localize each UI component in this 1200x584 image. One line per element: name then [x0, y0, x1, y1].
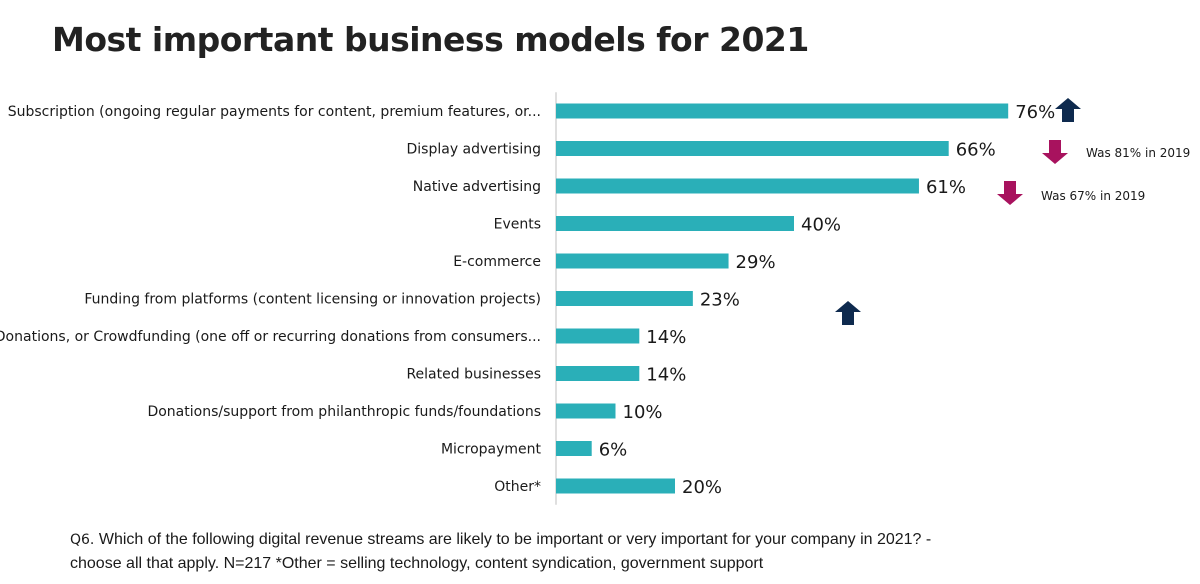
category-label: E-commerce	[453, 254, 541, 270]
value-label: 14%	[646, 365, 686, 386]
bar	[556, 478, 675, 494]
category-label: Display advertising	[407, 142, 542, 158]
arrow-up-icon	[1055, 98, 1081, 122]
bar	[556, 403, 616, 419]
category-label: Donations/support from philanthropic fun…	[147, 404, 541, 420]
arrow-down-icon	[997, 181, 1023, 205]
value-label: 40%	[801, 215, 841, 236]
category-label: Events	[494, 217, 541, 233]
bar	[556, 141, 949, 156]
question-number: Q6.	[70, 532, 95, 548]
arrow-down-icon	[1042, 140, 1068, 164]
category-label: Funding from platforms (content licensin…	[84, 292, 541, 308]
footnote-text: Which of the following digital revenue s…	[70, 531, 932, 572]
value-label: 10%	[623, 402, 663, 423]
annotation-note: Was 81% in 2019	[1086, 146, 1190, 160]
value-label: 61%	[926, 177, 966, 198]
bar	[556, 441, 592, 456]
category-label: Native advertising	[413, 179, 541, 195]
bar	[556, 253, 729, 269]
chart-title: Most important business models for 2021	[52, 20, 809, 59]
annotations-group: Was 81% in 2019 Was 67% in 2019	[835, 98, 1190, 325]
bar	[556, 291, 693, 306]
footnote: Q6. Which of the following digital reven…	[70, 528, 950, 575]
bar	[556, 328, 640, 344]
bar-chart: Subscription (ongoing regular payments f…	[0, 92, 1190, 505]
category-label: Micropayment	[441, 442, 542, 458]
value-labels-group: 76% 66% 61% 40% 29% 23% 14% 14% 10% 6% 20%	[599, 102, 1056, 498]
bar	[556, 216, 794, 231]
value-label: 76%	[1015, 102, 1055, 123]
bar	[556, 178, 919, 194]
value-label: 6%	[599, 440, 628, 461]
bar	[556, 366, 640, 381]
value-label: 66%	[956, 140, 996, 161]
bar	[556, 103, 1009, 119]
category-labels-group: Subscription (ongoing regular payments f…	[0, 104, 542, 495]
category-label: Donations, or Crowdfunding (one off or r…	[0, 329, 541, 345]
annotation-note: Was 67% in 2019	[1041, 189, 1145, 203]
category-label: Related businesses	[406, 367, 541, 383]
category-label: Other*	[494, 479, 541, 495]
value-label: 29%	[736, 252, 776, 273]
bars-group	[556, 103, 1009, 494]
value-label: 14%	[646, 327, 686, 348]
category-label: Subscription (ongoing regular payments f…	[8, 104, 541, 120]
arrow-up-icon	[835, 301, 861, 325]
value-label: 20%	[682, 477, 722, 498]
value-label: 23%	[700, 290, 740, 311]
